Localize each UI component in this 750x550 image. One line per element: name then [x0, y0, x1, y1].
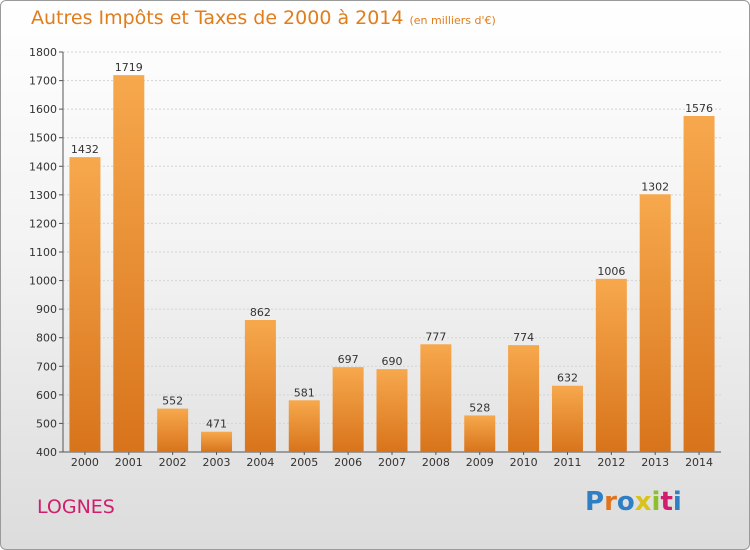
bar [376, 369, 408, 452]
y-tick-label: 900 [36, 303, 57, 316]
x-tick-label: 2007 [378, 456, 406, 469]
y-tick-label: 1000 [29, 275, 57, 288]
bar-value-label: 581 [294, 386, 315, 399]
bar-value-label: 528 [469, 401, 490, 414]
x-tick-label: 2004 [246, 456, 274, 469]
y-tick-label: 1400 [29, 160, 57, 173]
bar-value-label: 1302 [641, 180, 669, 193]
x-tick-label: 2000 [71, 456, 99, 469]
bar [332, 367, 364, 452]
bar [420, 344, 452, 452]
bar [595, 278, 627, 452]
y-tick-label: 1700 [29, 75, 57, 88]
x-tick-label: 2008 [422, 456, 450, 469]
x-tick-label: 2011 [553, 456, 581, 469]
location-label: LOGNES [37, 496, 115, 518]
bar-value-label: 1576 [685, 102, 713, 115]
bar-value-label: 690 [382, 355, 403, 368]
bar-value-label: 1432 [71, 143, 99, 156]
bar [288, 400, 320, 452]
bar [464, 415, 496, 452]
bar-value-label: 697 [338, 353, 359, 366]
chart-title: Autres Impôts et Taxes de 2000 à 2014 [31, 7, 404, 29]
y-tick-label: 1600 [29, 103, 57, 116]
x-tick-label: 2001 [115, 456, 143, 469]
bar [113, 75, 145, 453]
y-tick-label: 1200 [29, 217, 57, 230]
y-tick-label: 800 [36, 332, 57, 345]
bar-value-label: 1719 [115, 61, 143, 74]
x-tick-label: 2009 [466, 456, 494, 469]
y-tick-label: 400 [36, 446, 57, 459]
bar [551, 385, 583, 452]
x-tick-label: 2003 [203, 456, 231, 469]
y-tick-label: 1800 [29, 46, 57, 59]
x-tick-label: 2010 [510, 456, 538, 469]
bar-value-label: 1006 [597, 265, 625, 278]
x-tick-label: 2002 [159, 456, 187, 469]
x-tick-label: 2012 [597, 456, 625, 469]
x-tick-label: 2006 [334, 456, 362, 469]
y-tick-label: 700 [36, 360, 57, 373]
bar [639, 194, 671, 453]
bar-value-label: 862 [250, 306, 271, 319]
y-tick-label: 500 [36, 417, 57, 430]
x-tick-label: 2013 [641, 456, 669, 469]
bar [244, 320, 276, 452]
chart-unit: (en milliers d'€) [409, 14, 496, 27]
bar-value-label: 471 [206, 418, 227, 431]
bar [201, 431, 233, 452]
proxiti-logo: Proxiti [585, 487, 682, 517]
bar-value-label: 777 [425, 330, 446, 343]
bar [683, 116, 715, 452]
chart-title-block: Autres Impôts et Taxes de 2000 à 2014 (en… [31, 7, 496, 29]
y-tick-label: 1300 [29, 189, 57, 202]
bar [69, 157, 101, 452]
y-tick-label: 1100 [29, 246, 57, 259]
y-tick-label: 1500 [29, 132, 57, 145]
y-tick-label: 600 [36, 389, 57, 402]
bar-value-label: 552 [162, 395, 183, 408]
x-tick-label: 2014 [685, 456, 713, 469]
bar-value-label: 632 [557, 372, 578, 385]
bar [157, 408, 189, 452]
x-tick-label: 2005 [290, 456, 318, 469]
bar-value-label: 774 [513, 331, 534, 344]
bar [508, 345, 540, 452]
